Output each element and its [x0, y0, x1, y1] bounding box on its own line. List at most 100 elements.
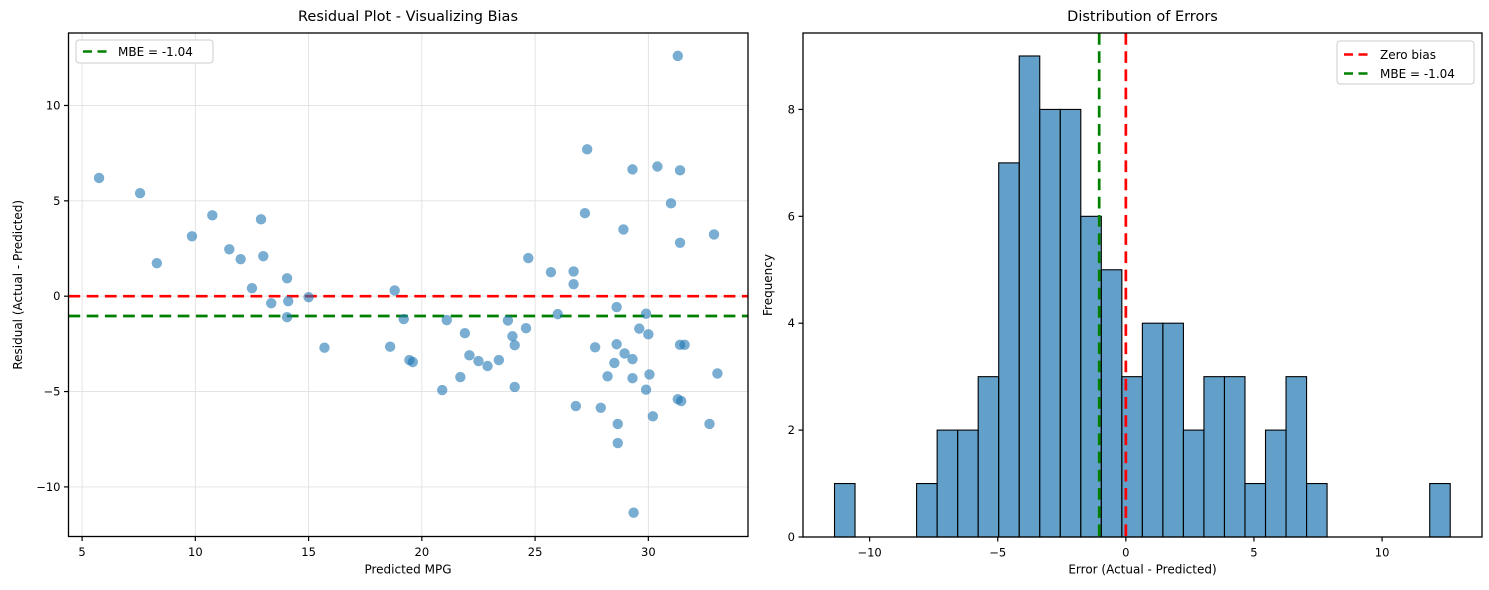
scatter-point — [674, 237, 686, 248]
scatter-point — [643, 329, 654, 340]
y-tick-label: 8 — [788, 102, 795, 116]
scatter-point — [134, 188, 146, 199]
residual-scatter-plot: 5 10 15 20 25 30 −10 −5 0 5 10 — [36, 32, 749, 559]
x-tick-label: 0 — [1122, 546, 1129, 560]
scatter-point — [602, 371, 613, 382]
scatter-point — [437, 384, 448, 396]
histogram-bar — [1285, 376, 1308, 538]
scatter-point — [611, 301, 622, 313]
scatter-point — [473, 355, 484, 367]
histogram-bar — [1244, 483, 1267, 538]
right-plot-title: Distribution of Errors — [1067, 9, 1218, 25]
scatter-point — [545, 266, 557, 278]
scatter-point — [523, 252, 534, 264]
histogram-bar — [977, 376, 1000, 538]
scatter-point — [281, 273, 293, 284]
histogram-bar — [916, 483, 938, 538]
histogram-bar — [1306, 483, 1328, 538]
scatter-point — [568, 266, 579, 277]
scatter-point — [679, 339, 690, 351]
scatter-point — [207, 210, 218, 221]
x-tick-label: 25 — [528, 545, 543, 559]
scatter-point — [581, 144, 593, 155]
scatter-point — [407, 356, 418, 368]
x-tick-label: 10 — [1375, 546, 1390, 560]
scatter-point — [708, 229, 720, 240]
right-y-axis-label: Frequency — [761, 254, 775, 316]
axes-frame — [802, 32, 1483, 538]
scatter-point — [568, 278, 579, 290]
histogram-bar — [1223, 376, 1246, 538]
left-y-axis-label: Residual (Actual - Predicted) — [11, 200, 25, 370]
scatter-point — [627, 373, 638, 384]
legend-box — [75, 39, 214, 64]
legend-label-mbe: MBE = -1.04 — [1380, 67, 1455, 81]
legend-label-zero-bias: Zero bias — [1380, 48, 1436, 62]
scatter-point — [634, 323, 645, 334]
scatter-point — [246, 282, 258, 294]
x-tick-label: 10 — [188, 545, 203, 559]
x-tick-label: 30 — [641, 545, 656, 559]
scatter-point — [552, 308, 563, 320]
scatter-point — [255, 214, 267, 225]
scatter-point — [609, 357, 620, 369]
scatter-point — [627, 353, 638, 365]
scatter-point — [235, 253, 246, 265]
legend-label-mbe: MBE = -1.04 — [118, 45, 193, 59]
y-tick-label: 10 — [46, 98, 61, 112]
scatter-point — [151, 257, 163, 269]
scatter-point — [612, 418, 623, 430]
histogram-bar — [1018, 55, 1041, 538]
histogram-bar — [1039, 108, 1061, 538]
scatter-point — [459, 327, 471, 339]
scatter-point — [384, 341, 396, 352]
scatter-point — [455, 371, 466, 383]
y-tick-label: −5 — [44, 385, 61, 399]
scatter-point — [589, 342, 601, 353]
scatter-point — [644, 369, 655, 380]
scatter-point — [258, 250, 269, 262]
scatter-point — [628, 507, 639, 518]
scatter-point — [303, 291, 314, 303]
histogram-bar — [833, 483, 856, 538]
scatter-point — [570, 400, 582, 412]
scatter-point — [464, 350, 475, 361]
left-x-axis-label: Predicted MPG — [364, 563, 451, 577]
histogram-bar — [1182, 429, 1205, 538]
scatter-point — [283, 295, 294, 307]
x-tick-label: 20 — [415, 545, 430, 559]
right-plot-legend: Zero bias MBE = -1.04 — [1336, 40, 1475, 85]
histogram-bar — [1203, 376, 1226, 538]
histogram-bar — [1100, 269, 1123, 538]
scatter-point — [619, 348, 630, 359]
legend-box — [1336, 40, 1475, 85]
scatter-point — [595, 402, 606, 413]
scatter-point — [652, 161, 663, 172]
y-tick-label: −10 — [36, 480, 60, 494]
scatter-point — [507, 331, 518, 342]
error-histogram: −10 −5 0 5 10 0 2 4 6 8 — [788, 32, 1483, 560]
scatter-point — [618, 224, 629, 235]
scatter-point — [509, 381, 520, 393]
scatter-point — [186, 231, 198, 242]
scatter-point — [281, 311, 293, 323]
scatter-point — [611, 339, 622, 350]
scatter-point — [266, 298, 277, 309]
histogram-bar — [936, 429, 959, 538]
scatter-point — [319, 342, 330, 353]
scatter-point — [398, 313, 409, 325]
histogram-bar — [1429, 483, 1451, 538]
scatter-point — [389, 285, 400, 296]
scatter-point — [93, 172, 105, 184]
histogram-bar — [1162, 322, 1184, 538]
histogram-bar — [1141, 322, 1164, 538]
y-tick-label: 4 — [788, 316, 795, 330]
scatter-point — [674, 165, 686, 176]
scatter-point — [502, 315, 514, 326]
axes-frame — [67, 32, 749, 538]
scatter-point — [665, 198, 677, 209]
scatter-point — [441, 314, 452, 326]
left-plot-title: Residual Plot - Visualizing Bias — [298, 9, 518, 25]
